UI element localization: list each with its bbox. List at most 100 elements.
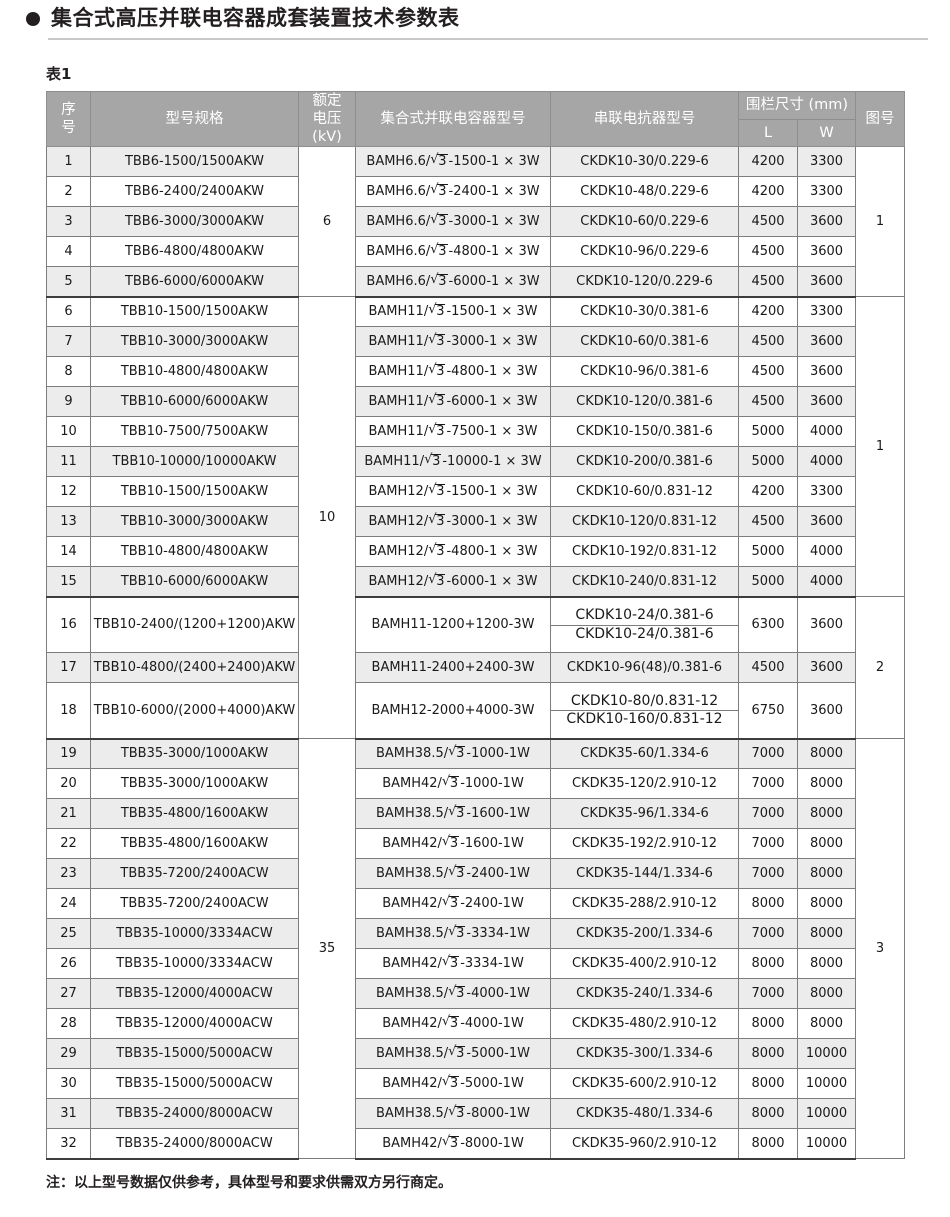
cell-model-spec: TBB10-4800/(2400+2400)AKW (90, 652, 299, 684)
cell-model-spec: TBB10-6000/6000AKW (90, 566, 299, 598)
cell-capacitor-model: BAMH6.6/3-4800-1 × 3W (355, 236, 551, 268)
cell-reactor-model: CKDK35-288/2.910-12 (550, 888, 739, 920)
cell-fence-length: 7000 (738, 798, 798, 830)
cell-capacitor-model: BAMH42/3-8000-1W (355, 1128, 551, 1160)
sqrt-symbol: 3 (448, 865, 466, 882)
table-row: 18 TBB10-6000/(2000+4000)AKW BAMH12-2000+4… (46, 682, 905, 740)
cell-fence-width: 3600 (797, 356, 856, 388)
sqrt-symbol: 3 (442, 775, 460, 792)
sqrt-symbol: 3 (428, 303, 446, 320)
cell-model-spec: TBB10-6000/6000AKW (90, 386, 299, 418)
sqrt-symbol: 3 (428, 393, 446, 410)
cell-capacitor-model: BAMH38.5/3-4000-1W (355, 978, 551, 1010)
cell-serial-no: 32 (46, 1128, 91, 1160)
cell-serial-no: 1 (46, 146, 91, 178)
sqrt-symbol: 3 (448, 1105, 466, 1122)
cell-reactor-model: CKDK10-80/0.831-12 CKDK10-160/0.831-12 (550, 682, 739, 740)
cell-reactor-model: CKDK10-30/0.381-6 (550, 296, 739, 328)
cell-fence-length: 4500 (738, 326, 798, 358)
cell-fence-length: 5000 (738, 416, 798, 448)
column-header-figure-no: 图号 (855, 90, 905, 148)
cell-fence-width: 8000 (797, 888, 856, 920)
cell-fence-length: 8000 (738, 1128, 798, 1160)
cell-model-spec: TBB35-10000/3334ACW (90, 918, 299, 950)
sqrt-symbol: 3 (442, 1134, 460, 1152)
cell-reactor-model: CKDK10-48/0.229-6 (550, 176, 739, 208)
cell-fence-width: 8000 (797, 918, 856, 950)
cell-fence-length: 8000 (738, 1098, 798, 1130)
cell-reactor-model: CKDK35-120/2.910-12 (550, 768, 739, 800)
cell-reactor-model: CKDK35-480/1.334-6 (550, 1098, 739, 1130)
cell-rated-voltage: 6 (298, 146, 356, 298)
serial-no-line2: 号 (61, 120, 76, 137)
cell-serial-no: 22 (46, 828, 91, 860)
cell-model-spec: TBB35-24000/8000ACW (90, 1098, 299, 1130)
cell-model-spec: TBB6-3000/3000AKW (90, 206, 299, 238)
column-header-capacitor-model: 集合式并联电容器型号 (355, 90, 551, 148)
cell-model-spec: TBB10-3000/3000AKW (90, 326, 299, 358)
cell-model-spec: TBB10-1500/1500AKW (90, 296, 299, 328)
column-header-fence-length: L (738, 118, 798, 148)
cell-reactor-model: CKDK10-150/0.381-6 (550, 416, 739, 448)
sqrt-symbol: 3 (430, 213, 448, 230)
cell-model-spec: TBB35-15000/5000ACW (90, 1038, 299, 1070)
cell-capacitor-model: BAMH11-2400+2400-3W (355, 652, 551, 684)
table-row: 17 TBB10-4800/(2400+2400)AKW BAMH11-2400+2… (46, 652, 905, 684)
cell-model-spec: TBB35-3000/1000AKW (90, 768, 299, 800)
cell-fence-length: 4500 (738, 236, 798, 268)
cell-capacitor-model: BAMH12-2000+4000-3W (355, 682, 551, 740)
cell-reactor-model: CKDK10-96/0.229-6 (550, 236, 739, 268)
cell-serial-no: 21 (46, 798, 91, 830)
cell-fence-length: 4500 (738, 266, 798, 298)
cell-fence-width: 3600 (797, 386, 856, 418)
sqrt-symbol: 3 (430, 153, 448, 170)
cell-capacitor-model: BAMH12/3-6000-1 × 3W (355, 566, 551, 598)
cell-fence-width: 4000 (797, 416, 856, 448)
table-caption: 表1 (46, 65, 72, 83)
cell-fence-length: 7000 (738, 768, 798, 800)
sqrt-symbol: 3 (448, 745, 466, 762)
cell-reactor-model: CKDK10-24/0.381-6 CKDK10-24/0.381-6 (550, 596, 739, 654)
cell-fence-length: 8000 (738, 1068, 798, 1100)
page-title: 集合式高压并联电容器成套装置技术参数表 (0, 0, 950, 29)
cell-capacitor-model: BAMH6.6/3-2400-1 × 3W (355, 176, 551, 208)
cell-model-spec: TBB10-10000/10000AKW (90, 446, 299, 478)
cell-capacitor-model: BAMH6.6/3-3000-1 × 3W (355, 206, 551, 238)
cell-serial-no: 11 (46, 446, 91, 478)
cell-fence-length: 6300 (738, 596, 798, 654)
cell-serial-no: 5 (46, 266, 91, 298)
cell-fence-width: 3600 (797, 236, 856, 268)
cell-reactor-model-part: CKDK10-24/0.381-6 (575, 607, 714, 624)
cell-model-spec: TBB10-4800/4800AKW (90, 536, 299, 568)
cell-rated-voltage: 35 (298, 738, 356, 1160)
cell-capacitor-model: BAMH12/3-4800-1 × 3W (355, 536, 551, 568)
cell-reactor-model: CKDK35-240/1.334-6 (550, 978, 739, 1010)
cell-model-spec: TBB10-4800/4800AKW (90, 356, 299, 388)
cell-serial-no: 6 (46, 296, 91, 328)
cell-serial-no: 9 (46, 386, 91, 418)
cell-capacitor-model: BAMH42/3-3334-1W (355, 948, 551, 980)
cell-model-spec: TBB10-7500/7500AKW (90, 416, 299, 448)
cell-reactor-model: CKDK35-480/2.910-12 (550, 1008, 739, 1040)
cell-fence-length: 4200 (738, 296, 798, 328)
cell-figure-no: 1 (855, 146, 905, 298)
cell-capacitor-model: BAMH11/3-1500-1 × 3W (355, 296, 551, 328)
cell-reactor-model-part: CKDK10-80/0.831-12 (570, 692, 719, 709)
cell-serial-no: 8 (46, 356, 91, 388)
cell-reactor-model: CKDK35-192/2.910-12 (550, 828, 739, 860)
column-header-fence-width: W (797, 118, 856, 148)
table-header: 序 号 型号规格 额定 电压 (kV) 集合式并联电容器型号 串联电抗器型号 围… (46, 90, 905, 148)
page-title-text: 集合式高压并联电容器成套装置技术参数表 (51, 6, 460, 30)
cell-fence-width: 8000 (797, 738, 856, 770)
